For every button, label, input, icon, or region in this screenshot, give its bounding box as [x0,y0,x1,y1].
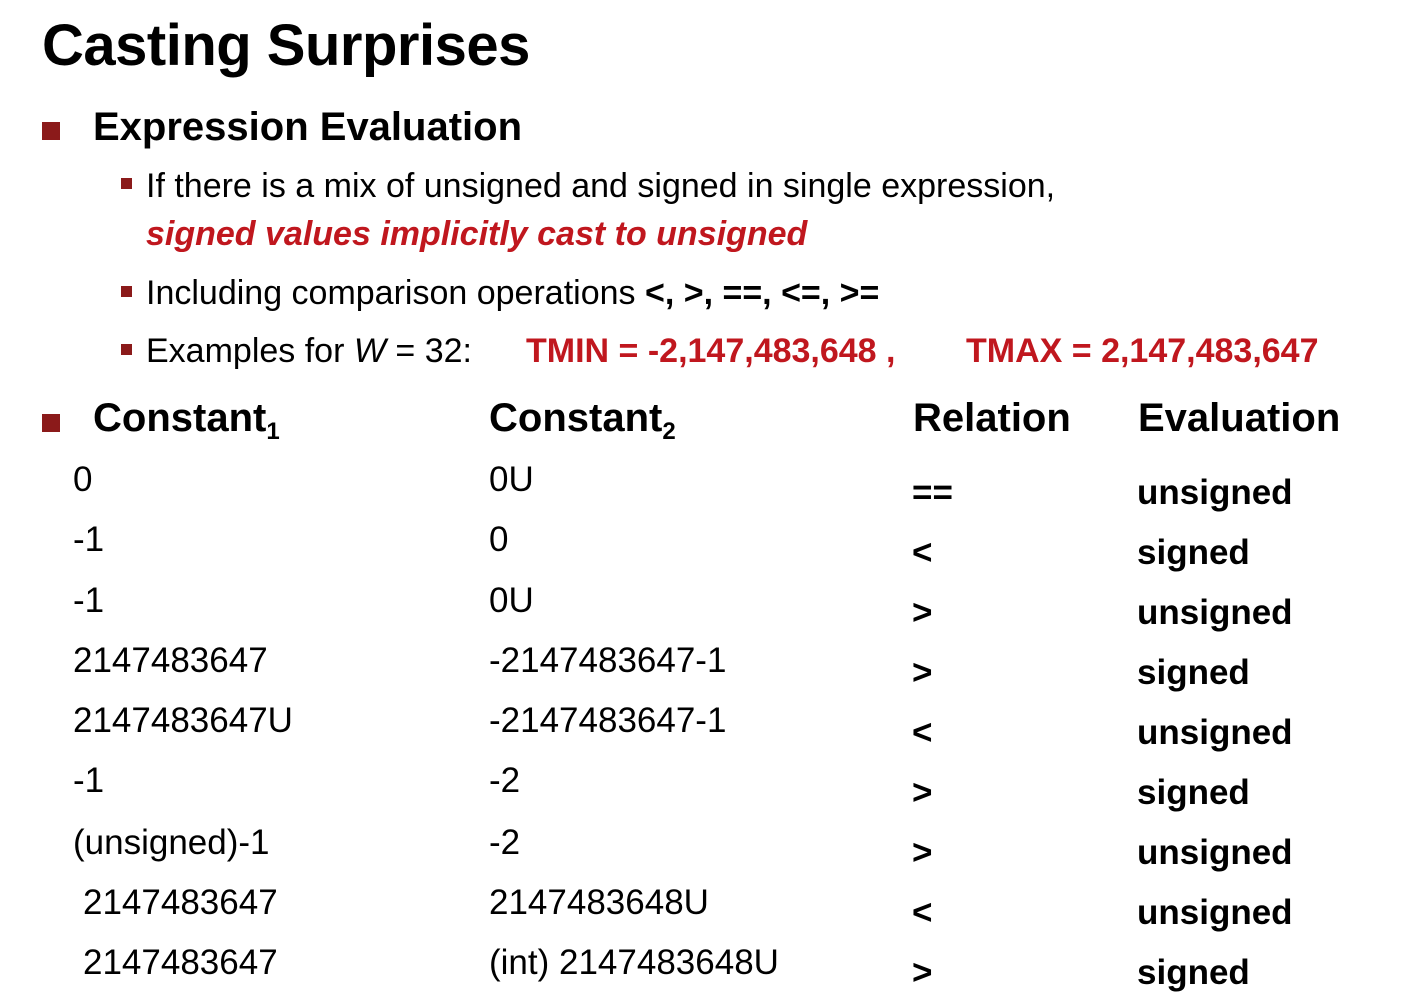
row-2-constant-1: -1 [73,581,105,620]
row-2-relation: > [912,593,933,632]
row-6-evaluation: unsigned [1137,833,1293,872]
row-3-constant-1: 2147483647 [73,641,268,680]
sub-bullet-icon [121,178,132,189]
row-8-constant-2: (int) 2147483648U [489,943,779,982]
row-5-evaluation: signed [1137,773,1250,812]
bullet-square-icon [42,122,60,140]
examples-eq: = 32: [385,332,472,370]
examples-var: W [353,332,386,370]
row-8-relation: > [912,953,933,992]
comparison-operators: <, >, ==, <=, >= [644,274,880,312]
header-constant-1-label: Constant [93,396,267,440]
header-constant-2: Constant2 [489,396,676,444]
row-8-evaluation: signed [1137,953,1250,992]
row-1-constant-2: 0 [489,520,509,559]
row-0-constant-2: 0U [489,460,534,499]
bullet-examples: Examples for W = 32: [146,332,472,370]
row-6-constant-1: (unsigned)-1 [73,823,270,862]
sub-bullet-icon [121,344,132,355]
section-heading-expression-evaluation: Expression Evaluation [93,105,523,149]
row-8-constant-1: 2147483647 [83,943,278,982]
row-5-constant-1: -1 [73,761,105,800]
header-constant-1: Constant1 [93,396,280,444]
bullet-mix-text: If there is a mix of unsigned and signed… [146,167,1056,205]
row-4-evaluation: unsigned [1137,713,1293,752]
tmax-value: TMAX = 2,147,483,647 [966,332,1319,370]
row-4-relation: < [912,713,933,752]
row-4-constant-1: 2147483647U [73,701,293,740]
bullet-comparison: Including comparison operations <, >, ==… [146,274,880,312]
bullet-square-icon [42,414,60,432]
bullet-comparison-text: Including comparison operations [146,274,645,312]
row-7-constant-2: 2147483648U [489,883,709,922]
row-0-constant-1: 0 [73,460,93,499]
row-1-constant-1: -1 [73,520,105,559]
sub-bullet-icon [121,286,132,297]
row-6-constant-2: -2 [489,823,521,862]
header-relation: Relation [913,396,1071,440]
header-constant-1-sub: 1 [266,418,280,445]
row-2-evaluation: unsigned [1137,593,1293,632]
row-1-relation: < [912,533,933,572]
row-7-evaluation: unsigned [1137,893,1293,932]
examples-prefix: Examples for [146,332,354,370]
row-0-relation: == [912,473,953,512]
row-0-evaluation: unsigned [1137,473,1293,512]
row-6-relation: > [912,833,933,872]
tmin-value: TMIN = -2,147,483,648 , [526,332,896,370]
row-5-relation: > [912,773,933,812]
header-constant-2-label: Constant [489,396,663,440]
row-1-evaluation: signed [1137,533,1250,572]
row-3-constant-2: -2147483647-1 [489,641,727,680]
row-5-constant-2: -2 [489,761,521,800]
header-constant-2-sub: 2 [662,418,676,445]
page-title: Casting Surprises [42,13,530,78]
bullet-mix-emphasis: signed values implicitly cast to unsigne… [146,215,808,253]
row-2-constant-2: 0U [489,581,534,620]
row-7-constant-1: 2147483647 [83,883,278,922]
row-7-relation: < [912,893,933,932]
row-3-relation: > [912,653,933,692]
header-evaluation: Evaluation [1138,396,1341,440]
row-3-evaluation: signed [1137,653,1250,692]
row-4-constant-2: -2147483647-1 [489,701,727,740]
